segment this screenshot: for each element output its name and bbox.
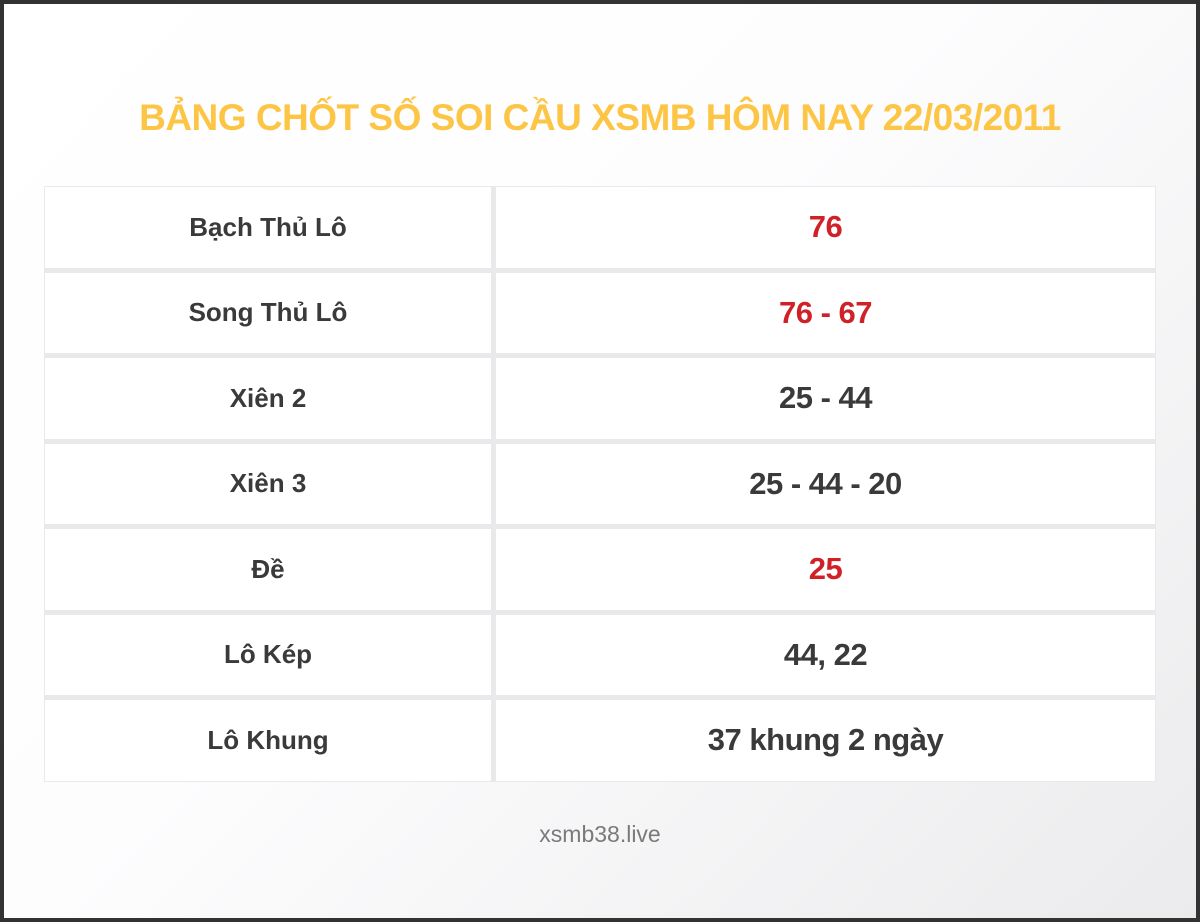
table-row-value: 37 khung 2 ngày [496,700,1155,781]
table-row-value: 44, 22 [496,614,1155,695]
table-row-label: Song Thủ Lô [45,272,491,353]
prediction-table: Bạch Thủ Lô 76 Song Thủ Lô 76 - 67 Xiên … [44,186,1156,782]
table-row-label: Xiên 2 [45,358,491,439]
table-row-label: Lô Kép [45,614,491,695]
table-row-label: Xiên 3 [45,443,491,524]
table-row-value: 25 - 44 [496,358,1155,439]
table-row-value: 76 [496,187,1155,268]
table-row-label: Lô Khung [45,700,491,781]
table-row-value: 76 - 67 [496,272,1155,353]
table-row-value: 25 - 44 - 20 [496,443,1155,524]
table-row-label: Bạch Thủ Lô [45,187,491,268]
footer-site-label: xsmb38.live [539,820,661,847]
page-title: BẢNG CHỐT SỐ SOI CẦU XSMB HÔM NAY 22/03/… [139,97,1061,138]
table-row-value: 25 [496,529,1155,610]
table-row-label: Đề [45,529,491,610]
